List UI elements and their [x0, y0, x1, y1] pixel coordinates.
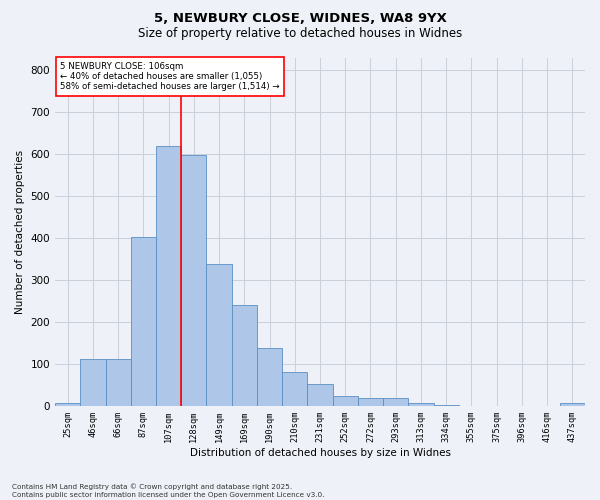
Bar [409, 404, 434, 406]
Bar [206, 264, 232, 406]
Bar [257, 348, 282, 406]
Bar [156, 146, 181, 406]
Text: 5, NEWBURY CLOSE, WIDNES, WA8 9YX: 5, NEWBURY CLOSE, WIDNES, WA8 9YX [154, 12, 446, 26]
Bar [332, 396, 358, 406]
Bar [307, 384, 332, 406]
X-axis label: Distribution of detached houses by size in Widnes: Distribution of detached houses by size … [190, 448, 451, 458]
Bar [282, 372, 307, 406]
Text: Size of property relative to detached houses in Widnes: Size of property relative to detached ho… [138, 28, 462, 40]
Bar [80, 360, 106, 406]
Bar [106, 360, 131, 406]
Bar [434, 404, 459, 406]
Text: Contains HM Land Registry data © Crown copyright and database right 2025.
Contai: Contains HM Land Registry data © Crown c… [12, 484, 325, 498]
Bar [131, 236, 156, 406]
Bar [383, 398, 409, 406]
Bar [55, 404, 80, 406]
Y-axis label: Number of detached properties: Number of detached properties [15, 150, 25, 314]
Text: 5 NEWBURY CLOSE: 106sqm
← 40% of detached houses are smaller (1,055)
58% of semi: 5 NEWBURY CLOSE: 106sqm ← 40% of detache… [60, 62, 280, 92]
Bar [181, 155, 206, 406]
Bar [358, 398, 383, 406]
Bar [560, 404, 585, 406]
Bar [232, 305, 257, 406]
